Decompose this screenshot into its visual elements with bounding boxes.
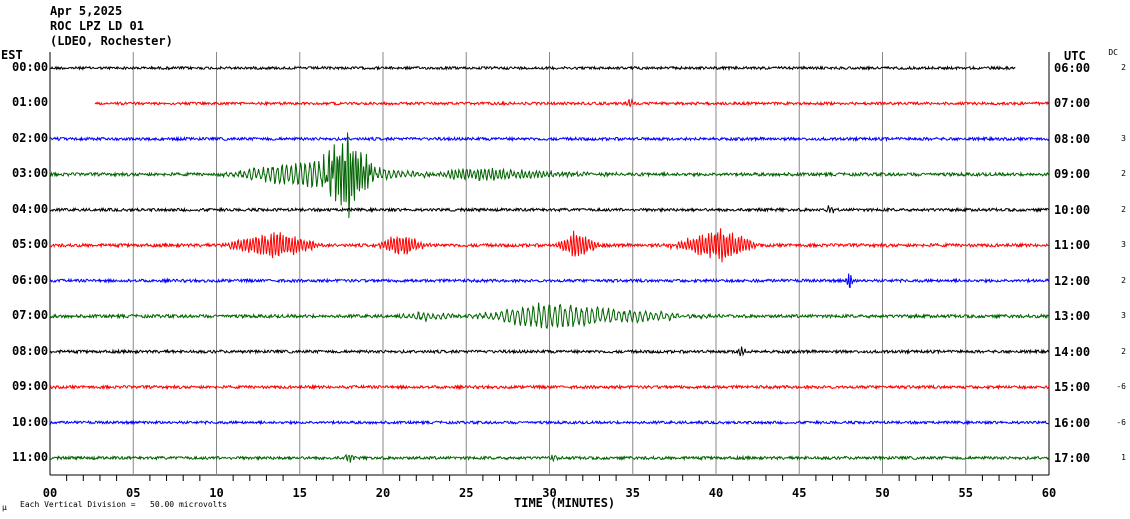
- microvolt-icon: µ: [2, 503, 7, 512]
- utc-hour-label: 06:00: [1054, 61, 1091, 75]
- x-tick-label: 30: [542, 486, 557, 500]
- utc-hour-label: 07:00: [1054, 96, 1091, 111]
- utc-hour-label: 15:00: [1054, 380, 1091, 395]
- utc-hour-label: 16:00: [1054, 415, 1091, 430]
- dc-offset-value: -6: [1116, 382, 1126, 392]
- dc-offset-value: 2: [1121, 346, 1126, 356]
- est-hour-label: 05:00: [12, 237, 49, 252]
- est-hour-label: 07:00: [12, 308, 49, 323]
- utc-hour-label: 09:00: [1054, 167, 1091, 182]
- x-tick-label: 10: [209, 486, 224, 500]
- dc-offset-value: 1: [1121, 452, 1126, 462]
- seismic-trace-0800: [49, 135, 1050, 143]
- seismic-trace-0600: [49, 64, 1016, 72]
- seismic-trace-0900: [49, 132, 1050, 219]
- x-axis-label: TIME (MINUTES): [514, 496, 616, 510]
- seismic-trace-1500: [49, 383, 1050, 391]
- est-hour-label: 03:00: [12, 166, 49, 181]
- x-tick-label: 60: [1041, 486, 1057, 500]
- x-tick-label: 40: [708, 486, 724, 500]
- est-hour-label: 09:00: [12, 379, 49, 394]
- dc-title: DC: [1108, 48, 1118, 57]
- dc-offset-value: 3: [1121, 133, 1126, 143]
- utc-hour-label: 14:00: [1054, 344, 1091, 359]
- est-hour-label: 04:00: [12, 201, 49, 216]
- network-label: (LDEO, Rochester): [50, 34, 173, 48]
- est-axis-title: EST: [1, 48, 23, 62]
- dc-offset-value: 2: [1121, 169, 1126, 179]
- seismic-trace-0700: [94, 98, 1049, 107]
- dc-offset-value: 2: [1121, 63, 1126, 72]
- seismic-trace-1200: [49, 273, 1050, 289]
- seismic-trace-1100: [49, 228, 1050, 263]
- utc-hour-label: 08:00: [1054, 131, 1091, 146]
- est-hour-label: 06:00: [12, 272, 49, 287]
- x-tick-label: 00: [42, 486, 58, 500]
- x-tick-label: 45: [792, 486, 807, 500]
- date-label: Apr 5,2025: [50, 4, 123, 18]
- dc-offset-value: 3: [1121, 311, 1126, 321]
- seismic-trace-1000: [49, 205, 1050, 214]
- est-hour-label: 10:00: [12, 414, 49, 429]
- dc-offset-value: 2: [1121, 204, 1126, 214]
- x-tick-label: 25: [459, 486, 474, 500]
- x-tick-label: 20: [375, 486, 391, 500]
- utc-hour-label: 10:00: [1054, 202, 1091, 217]
- scale-note: Each Vertical Division = 50.00 microvolt…: [20, 500, 228, 509]
- est-hour-label: 00:00: [12, 60, 49, 74]
- utc-hour-label: 12:00: [1054, 273, 1091, 288]
- seismic-trace-1300: [49, 302, 1050, 330]
- utc-axis-title: UTC: [1064, 49, 1086, 63]
- x-tick-label: 55: [958, 486, 973, 500]
- utc-hour-label: 17:00: [1054, 450, 1091, 465]
- seismic-trace-1600: [49, 419, 1050, 426]
- dc-offset-value: 2: [1121, 275, 1126, 285]
- seismic-trace-1700: [49, 453, 1050, 463]
- x-tick-label: 35: [625, 486, 640, 500]
- x-tick-label: 05: [126, 486, 141, 500]
- est-hour-label: 02:00: [12, 130, 49, 145]
- x-tick-label: 15: [292, 486, 307, 500]
- seismic-trace-1400: [49, 346, 1050, 357]
- utc-hour-label: 13:00: [1054, 309, 1091, 324]
- est-hour-label: 08:00: [12, 343, 49, 358]
- x-tick-label: 50: [875, 486, 890, 500]
- utc-hour-label: 11:00: [1054, 238, 1091, 253]
- dc-offset-value: 3: [1121, 240, 1126, 250]
- est-hour-label: 11:00: [12, 449, 49, 464]
- station-label: ROC LPZ LD 01: [50, 19, 144, 33]
- dc-offset-value: -6: [1116, 417, 1126, 427]
- est-hour-label: 01:00: [12, 95, 49, 110]
